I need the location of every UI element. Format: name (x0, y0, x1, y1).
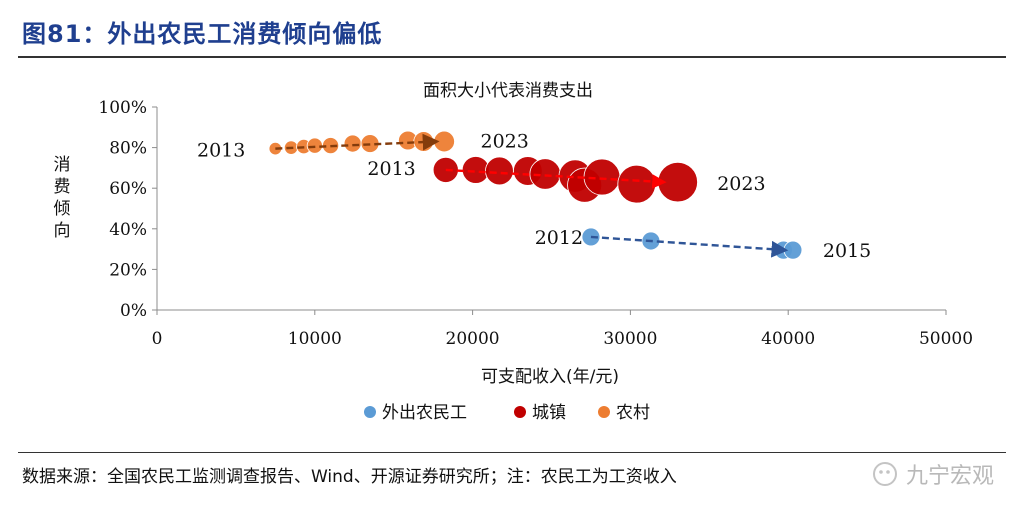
data-point (657, 161, 698, 203)
figure-title: 图81：外出农民工消费倾向偏低 (22, 20, 383, 48)
legend: 外出农民工 城镇 农村 (364, 403, 650, 423)
series-1: 2012 2015 (535, 227, 872, 262)
data-point (617, 164, 657, 204)
point-label: 2023 (480, 131, 528, 153)
point-label: 2013 (197, 140, 245, 162)
data-point (485, 156, 514, 186)
source-note: 数据来源：全国农民工监测调查报告、Wind、开源证券研究所；注：农民工为工资收入 (22, 467, 677, 487)
axes: 0% 20% 40% 60% 80% 100% 0 10000 20000 30000 40000 5… (98, 98, 973, 349)
point-label: 2013 (367, 158, 415, 180)
x-tick-label: 50000 (919, 329, 973, 349)
point-label: 2015 (823, 240, 871, 262)
y-axis-label-char: 消 (54, 155, 71, 175)
x-tick-label: 10000 (288, 329, 342, 349)
y-axis-label: 消费倾向 (54, 155, 71, 241)
wechat-icon (872, 462, 897, 486)
data-point (343, 134, 362, 153)
bottom-rule (18, 452, 1006, 453)
y-axis-label-char: 倾 (54, 199, 71, 219)
series-2: 2013 2023 (367, 156, 766, 204)
legend-marker (598, 406, 610, 418)
legend-label: 外出农民工 (382, 403, 467, 423)
x-tick-label: 20000 (446, 329, 500, 349)
watermark-text: 九宁宏观 (905, 464, 994, 489)
legend-item: 城镇 (514, 403, 566, 423)
data-point (432, 156, 459, 183)
y-axis-label-char: 向 (54, 221, 71, 241)
y-axis-label-char: 费 (54, 177, 71, 197)
trend-arrow (275, 133, 440, 151)
x-tick-label: 30000 (603, 329, 657, 349)
x-axis-label: 可支配收入(年/元) (481, 367, 619, 387)
y-tick-label: 40% (109, 220, 147, 240)
legend-marker (514, 406, 526, 418)
top-rule (18, 56, 1006, 58)
point-label: 2023 (717, 173, 765, 195)
legend-item: 农村 (598, 403, 650, 423)
data-point (783, 240, 803, 260)
trend-arrow (445, 168, 667, 189)
legend-item: 外出农民工 (364, 403, 467, 423)
series-3: 2013 2023 (197, 131, 529, 162)
y-tick-label: 60% (109, 179, 147, 199)
legend-label: 城镇 (532, 403, 566, 423)
y-tick-label: 80% (109, 139, 147, 159)
legend-label: 农村 (616, 403, 650, 423)
y-tick-label: 0% (120, 301, 147, 321)
data-point (433, 130, 455, 153)
y-tick-label: 100% (98, 98, 147, 118)
x-tick-label: 40000 (761, 329, 815, 349)
x-tick-label: 0 (152, 329, 163, 349)
y-tick-label: 20% (109, 260, 147, 280)
legend-marker (364, 406, 376, 418)
data-marks: 2012 2015 2013 2023 2013 2023 (197, 131, 871, 263)
point-label: 2012 (535, 227, 583, 249)
chart-subtitle: 面积大小代表消费支出 (423, 81, 593, 101)
watermark: 九宁宏观 (872, 458, 994, 490)
trend-arrow (590, 235, 789, 258)
scatter-chart: 面积大小代表消费支出 0% 20% 40% 60% 80% 100% 0 10000 20000… (54, 81, 974, 423)
